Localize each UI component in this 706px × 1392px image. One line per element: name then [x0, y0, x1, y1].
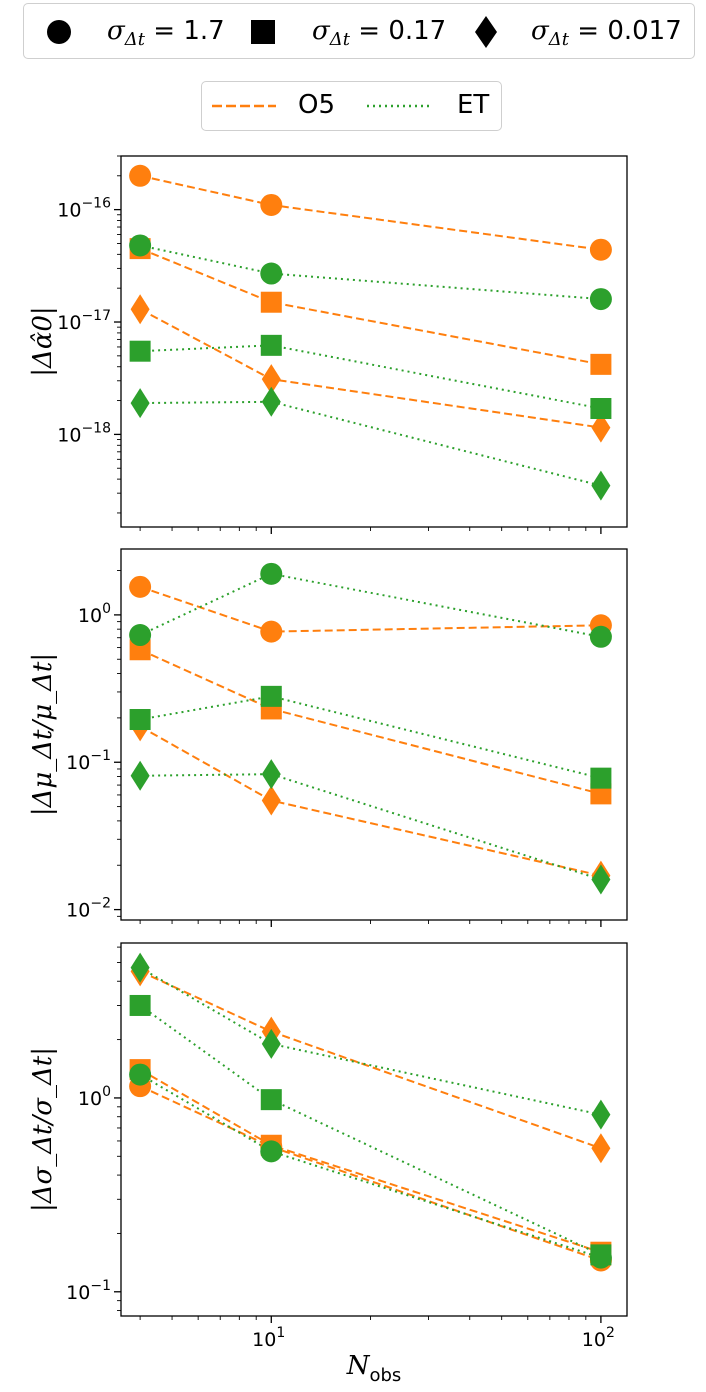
panel-3-ylabel: |Δσ_Δt/σ_Δt|: [28, 1047, 58, 1212]
panel-2-frame: [120, 548, 628, 921]
series-line-o5-0-017: [139, 970, 602, 1150]
data-point-et-square: [260, 1089, 282, 1111]
data-point-o5-square: [260, 291, 282, 313]
panel-2: 10−2 10−1 100 |Δμ_Δt/μ_Δt|: [28, 548, 628, 927]
data-point-et-circle: [589, 288, 612, 311]
data-point-et-square: [129, 994, 151, 1016]
legend-o5-line: [212, 104, 276, 108]
series-line-et-0-017: [140, 773, 602, 881]
data-point-et-diamond: [261, 386, 281, 417]
data-point-o5-circle: [260, 193, 283, 216]
data-point-et-circle: [260, 1140, 283, 1163]
data-point-o5-square: [590, 353, 612, 375]
series-line-o5-0-17: [139, 1068, 602, 1254]
legend-sigma-0-017-label: σΔt = 0.017: [531, 16, 682, 50]
legend-sigma-1-7-label: σΔt = 1.7: [107, 16, 225, 50]
panel-1-frame: [120, 155, 628, 528]
panel-1: 10−18 10−17 10−16 |Δα̂0|: [28, 155, 628, 534]
data-point-et-diamond: [261, 1028, 281, 1059]
x-tick-label: 102: [582, 1325, 615, 1351]
data-point-et-square: [590, 1244, 612, 1266]
data-point-et-circle: [129, 1063, 152, 1086]
legend-circle-marker: [47, 20, 71, 44]
data-point-et-square: [129, 709, 151, 731]
data-point-et-square: [260, 685, 282, 707]
data-point-o5-diamond: [261, 364, 281, 395]
series-line-o5-1-7: [139, 174, 602, 251]
panel-2-ylabel: |Δμ_Δt/μ_Δt|: [28, 653, 58, 816]
data-point-et-diamond: [591, 864, 611, 895]
series-line-et-0-017: [139, 966, 602, 1116]
data-point-et-circle: [260, 262, 283, 285]
series-line-et-0-17: [140, 344, 602, 410]
panel-3: 10−1 100 101 102 |Δσ_Δt/σ_Δt|: [28, 942, 628, 1351]
x-tick-label: 101: [252, 1325, 285, 1351]
panel-1-ylabel: |Δα̂0|: [28, 306, 58, 376]
legend-square-marker: [251, 20, 275, 44]
data-point-et-diamond: [130, 388, 150, 419]
data-point-et-square: [590, 767, 612, 789]
series-line-o5-0-017: [139, 308, 602, 429]
data-point-et-circle: [589, 625, 612, 648]
data-point-o5-diamond: [591, 1133, 611, 1164]
data-point-et-diamond: [130, 760, 150, 791]
data-point-et-circle: [129, 624, 152, 647]
legend-et-line: [367, 104, 431, 108]
data-point-o5-diamond: [130, 294, 150, 325]
data-point-o5-diamond: [591, 412, 611, 443]
line-legend: O5 ET: [201, 81, 502, 131]
y-tick-label: 10−17: [57, 308, 111, 334]
y-tick-label: 100: [78, 1084, 111, 1110]
panel-3-frame: [120, 942, 628, 1317]
data-point-o5-diamond: [261, 785, 281, 816]
series-line-et-1-7: [139, 244, 601, 301]
data-point-et-square: [590, 398, 612, 420]
data-point-et-square: [129, 340, 151, 362]
data-point-et-square: [260, 334, 282, 356]
series-line-o5-1-7: [139, 585, 601, 633]
y-tick-label: 10−1: [66, 748, 111, 774]
y-tick-label: 10−16: [57, 196, 111, 222]
data-point-et-diamond: [591, 470, 611, 501]
data-point-et-diamond: [261, 759, 281, 790]
legend-et-label: ET: [457, 90, 490, 120]
data-point-o5-circle: [260, 620, 283, 643]
marker-legend: σΔt = 1.7 σΔt = 0.17 σΔt = 0.017: [23, 3, 695, 59]
series-line-et-0-17: [139, 1004, 602, 1256]
data-point-o5-circle: [589, 238, 612, 261]
data-point-et-circle: [129, 234, 152, 257]
data-point-et-diamond: [130, 952, 150, 983]
legend-sigma-0-17-label: σΔt = 0.17: [312, 16, 447, 50]
data-point-o5-circle: [129, 164, 152, 187]
series-line-o5-1-7: [139, 1085, 602, 1262]
legend-o5-label: O5: [298, 90, 336, 120]
data-point-et-diamond: [591, 1099, 611, 1130]
y-tick-label: 10−1: [66, 1278, 111, 1304]
data-point-o5-circle: [129, 575, 152, 598]
data-point-et-circle: [260, 562, 283, 585]
y-tick-label: 100: [78, 601, 111, 627]
legend-diamond-marker: [475, 16, 497, 48]
series-line-o5-0-17: [139, 247, 602, 366]
x-axis-label: Nobs: [346, 1351, 402, 1386]
series-line-o5-0-017: [139, 725, 602, 877]
series-line-et-0-017: [140, 400, 602, 487]
y-tick-label: 10−18: [57, 420, 111, 446]
y-tick-label: 10−2: [66, 896, 111, 922]
